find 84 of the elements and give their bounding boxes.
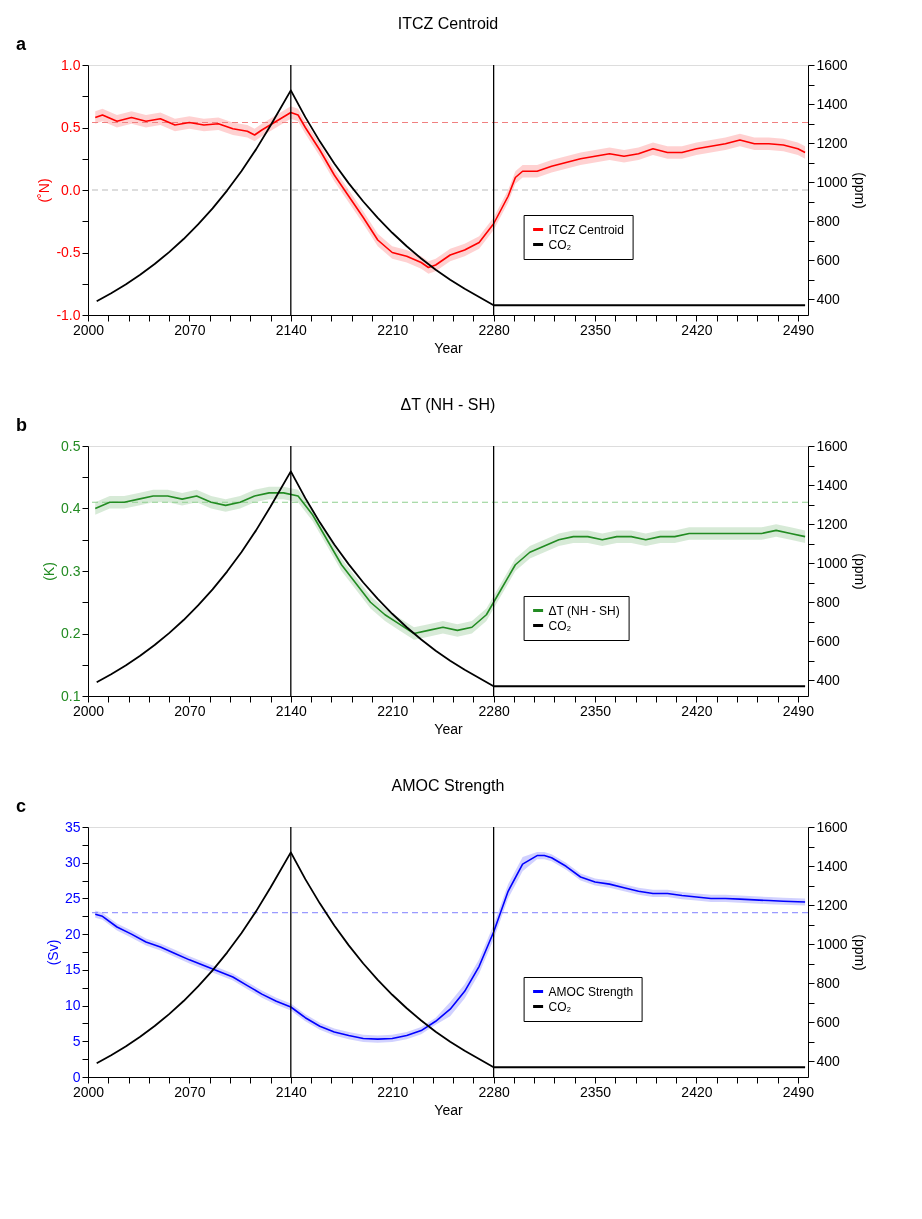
y-tick-label: 0.4	[61, 500, 81, 516]
x-tick-label: 2490	[782, 1083, 815, 1100]
x-tick-label: 2000	[72, 702, 105, 719]
y-tick-label: 0.0	[61, 181, 81, 198]
x-tick-label: 2350	[579, 321, 612, 338]
y2-tick-label: 1600	[816, 818, 848, 835]
y-tick-label: 0.1	[61, 687, 81, 704]
y2-tick-label: 1000	[816, 554, 848, 571]
y2-tick-label: 1400	[816, 857, 848, 874]
y2-tick-label: 1400	[816, 95, 848, 112]
y-tick-label: 20	[64, 925, 81, 942]
y2-tick-label: 800	[816, 212, 841, 229]
legend-label: CO₂	[548, 999, 572, 1014]
legend-label: ΔT (NH - SH)	[548, 603, 620, 618]
x-tick-label: 2420	[681, 321, 713, 338]
x-tick-label: 2000	[72, 1083, 105, 1100]
x-tick-label: 2070	[174, 1083, 206, 1100]
y2-tick-label: 600	[816, 632, 841, 649]
x-tick-label: 2490	[782, 321, 815, 338]
text: a	[16, 34, 27, 54]
y2-tick-label: 1400	[816, 476, 848, 493]
chart-title: ITCZ Centroid	[397, 15, 499, 32]
x-tick-label: 2070	[174, 321, 206, 338]
y2-tick-label: 1200	[816, 134, 848, 151]
y2-tick-label: 600	[816, 251, 841, 268]
y-tick-label: 1.0	[61, 56, 81, 73]
x-tick-label: 2350	[579, 1083, 612, 1100]
y-tick-label: 30	[64, 854, 81, 871]
y2-tick-label: 400	[816, 671, 841, 688]
y2-tick-label: 400	[816, 290, 841, 307]
x-tick-label: 2140	[275, 321, 308, 338]
x-tick-label: 2000	[72, 321, 105, 338]
y2-axis-title: (ppm)	[851, 553, 868, 590]
x-axis-title: Year	[434, 1101, 463, 1118]
x-tick-label: 2350	[579, 702, 612, 719]
x-tick-label: 2210	[377, 321, 409, 338]
y-tick-label: 0.3	[61, 562, 81, 579]
x-tick-label: 2070	[174, 702, 206, 719]
y2-tick-label: 1600	[816, 56, 848, 73]
y2-axis-title: (ppm)	[851, 934, 868, 971]
y2-tick-label: 1600	[816, 437, 848, 454]
legend-label: ITCZ Centroid	[548, 222, 624, 237]
x-axis-title: Year	[434, 720, 463, 737]
y-axis-title: (K)	[41, 562, 58, 581]
x-tick-label: 2280	[478, 321, 510, 338]
y-axis-title: (Sv)	[44, 939, 61, 966]
x-tick-label: 2280	[478, 702, 510, 719]
y-tick-label: 5	[72, 1032, 81, 1049]
y-tick-label: 0.5	[61, 119, 81, 135]
y2-tick-label: 600	[816, 1013, 841, 1030]
y2-axis-title: (ppm)	[851, 172, 868, 209]
x-tick-label: 2210	[377, 1083, 409, 1100]
y2-tick-label: 1200	[816, 896, 848, 913]
x-tick-label: 2140	[275, 702, 308, 719]
y-tick-label: 0	[72, 1068, 81, 1085]
y2-tick-label: 1200	[816, 515, 848, 532]
y2-tick-label: 1000	[816, 935, 848, 952]
y2-tick-label: 800	[816, 974, 841, 991]
y-tick-label: -0.5	[56, 244, 81, 260]
y-tick-label: 15	[64, 961, 81, 978]
text: b	[16, 415, 27, 435]
x-tick-label: 2420	[681, 702, 713, 719]
legend-label: AMOC Strength	[548, 984, 634, 999]
x-tick-label: 2280	[478, 1083, 510, 1100]
y2-tick-label: 400	[816, 1052, 841, 1069]
x-tick-label: 2420	[681, 1083, 713, 1100]
x-tick-label: 2140	[275, 1083, 308, 1100]
legend-label: CO₂	[548, 237, 572, 252]
legend-label: CO₂	[548, 618, 572, 633]
y-tick-label: 10	[64, 997, 81, 1014]
y-tick-label: 0.2	[61, 625, 81, 641]
chart-title: ΔT (NH - SH)	[400, 396, 496, 413]
y-tick-label: 25	[64, 889, 81, 906]
text: c	[16, 796, 27, 816]
x-tick-label: 2210	[377, 702, 409, 719]
y-tick-label: 35	[64, 818, 81, 835]
y2-tick-label: 800	[816, 593, 841, 610]
x-tick-label: 2490	[782, 702, 815, 719]
y-tick-label: -1.0	[56, 306, 81, 323]
x-axis-title: Year	[434, 339, 463, 356]
y-tick-label: 0.5	[61, 437, 81, 454]
chart-title: AMOC Strength	[391, 777, 505, 794]
y-axis-title: (˚N)	[36, 178, 53, 203]
y2-tick-label: 1000	[816, 173, 848, 190]
